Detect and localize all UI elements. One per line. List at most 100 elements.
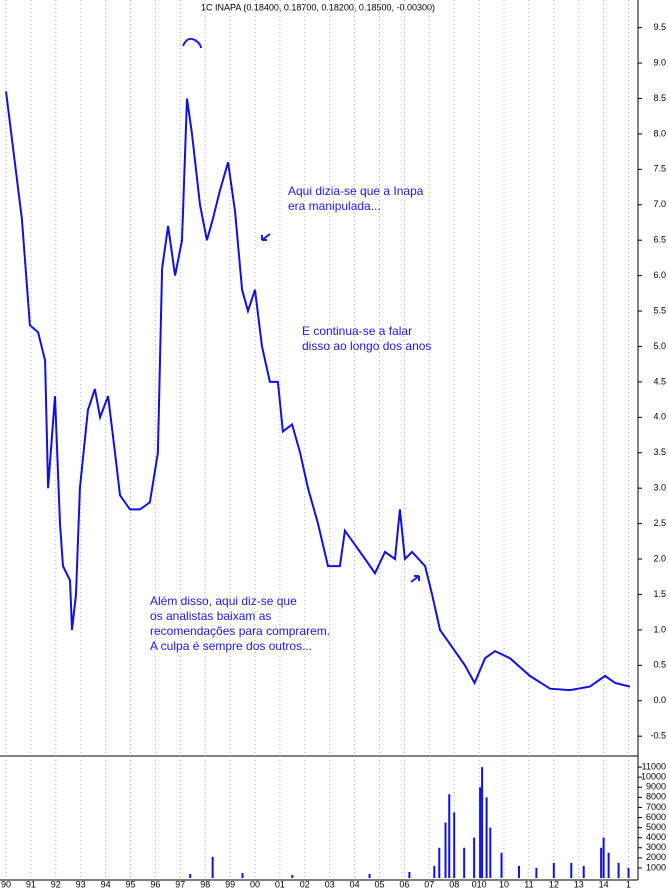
annotation: os analistas baixam as (150, 609, 271, 623)
y-tick-label: 8.5 (653, 93, 666, 103)
y-tick-label: 0.5 (653, 660, 666, 670)
y-tick-label: 9.0 (653, 57, 666, 67)
y-tick-label: 3.0 (653, 483, 666, 493)
volume-bar (408, 871, 411, 878)
volume-bar (241, 872, 244, 878)
y-tick-label: 11000 (642, 761, 666, 771)
annotation: E continua-se a falar (302, 324, 412, 338)
chart-title: 1C INAPA (0.18400, 0.18700, 0.18200, 0.1… (201, 2, 435, 12)
volume-bar (602, 837, 605, 878)
x-tick-label: 98 (200, 879, 210, 889)
x-tick-label: 07 (424, 879, 434, 889)
x-tick-label: 97 (175, 879, 185, 889)
x-tick-label: 90 (1, 879, 11, 889)
volume-bar (489, 827, 492, 878)
x-tick-label: 02 (300, 879, 310, 889)
y-tick-label: 9000 (646, 782, 666, 792)
y-tick-label: 8.0 (653, 128, 666, 138)
volume-bar (570, 862, 573, 878)
annotation: disso ao longo dos anos (302, 339, 431, 353)
volume-bar (517, 865, 520, 878)
volume-bar (627, 867, 630, 878)
volume-bar (368, 873, 371, 878)
y-tick-label: 3000 (646, 842, 666, 852)
annotation: era manipulada... (288, 199, 381, 213)
y-tick-label: 6.0 (653, 270, 666, 280)
volume-bar (481, 767, 484, 878)
volume-bar (607, 852, 610, 878)
y-tick-label: 2.5 (653, 518, 666, 528)
x-tick-label: 010 (472, 879, 487, 889)
y-tick-label: 1000 (646, 862, 666, 872)
volume-bar (448, 794, 451, 878)
volume-bar (617, 862, 620, 878)
x-tick-label: 93 (76, 879, 86, 889)
volume-bar (189, 873, 192, 878)
price-line (5, 91, 631, 692)
y-tick-label: 7.5 (653, 164, 666, 174)
volume-bar (433, 865, 436, 878)
x-tick-label: 08 (449, 879, 459, 889)
x-tick-label: 06 (399, 879, 409, 889)
y-tick-label: 4000 (646, 832, 666, 842)
y-tick-label: 4.0 (653, 412, 666, 422)
volume-bar (438, 847, 441, 878)
y-tick-label: 3.5 (653, 447, 666, 457)
x-tick-label: 04 (350, 879, 360, 889)
annotation: A culpa é sempre dos outros... (150, 639, 312, 653)
volume-bar (552, 862, 555, 878)
volume-bar (211, 856, 214, 878)
x-tick-label: 05 (375, 879, 385, 889)
x-tick-label: 1 (626, 879, 631, 889)
x-tick-label: 00 (250, 879, 260, 889)
y-tick-label: 7000 (646, 802, 666, 812)
y-tick-label: 6.5 (653, 235, 666, 245)
y-tick-label: 6000 (646, 812, 666, 822)
y-tick-label: 9.5 (653, 22, 666, 32)
annotation: Além disso, aqui diz-se que (150, 594, 297, 608)
x-tick-label: 03 (325, 879, 335, 889)
volume-bar (582, 865, 585, 878)
x-tick-label: 96 (150, 879, 160, 889)
y-tick-label: 4.5 (653, 376, 666, 386)
x-tick-label: 92 (51, 879, 61, 889)
annotation: recomendações para comprarem. (150, 624, 330, 638)
volume-bar (473, 837, 476, 878)
y-tick-label: 5.5 (653, 305, 666, 315)
y-tick-label: 2000 (646, 852, 666, 862)
volume-bar (535, 867, 538, 878)
x-tick-label: 91 (26, 879, 36, 889)
volume-bar (500, 852, 503, 878)
y-tick-label: 1.5 (653, 589, 666, 599)
x-tick-label: 11 (524, 879, 533, 889)
volume-bar (444, 822, 447, 878)
y-tick-label: 2.0 (653, 553, 666, 563)
x-tick-label: 13 (574, 879, 584, 889)
y-tick-label: 1.0 (653, 624, 666, 634)
x-tick-label: 94 (101, 879, 111, 889)
annotation: Aqui dizia-se que a Inapa (288, 184, 424, 198)
x-tick-label: 95 (125, 879, 135, 889)
volume-bar (485, 797, 488, 878)
arrow (410, 575, 420, 583)
volume-bar (479, 787, 482, 878)
arrow (261, 233, 271, 241)
volume-bar (463, 847, 466, 878)
x-tick-label: 99 (225, 879, 235, 889)
x-tick-label: 01 (275, 879, 285, 889)
y-tick-label: 10000 (641, 772, 666, 782)
x-tick-label: 12 (549, 879, 559, 889)
y-tick-label: -0.5 (650, 731, 666, 741)
y-tick-label: 0.0 (653, 695, 666, 705)
y-tick-label: 8000 (646, 792, 666, 802)
x-tick-label: 10 (499, 879, 509, 889)
icon (182, 37, 202, 49)
volume-bar (453, 812, 456, 878)
y-tick-label: 5000 (646, 822, 666, 832)
volume-bar (291, 874, 294, 878)
y-tick-label: 5.0 (653, 341, 666, 351)
x-tick-label: 14 (599, 879, 609, 889)
volume-bar (600, 847, 603, 878)
